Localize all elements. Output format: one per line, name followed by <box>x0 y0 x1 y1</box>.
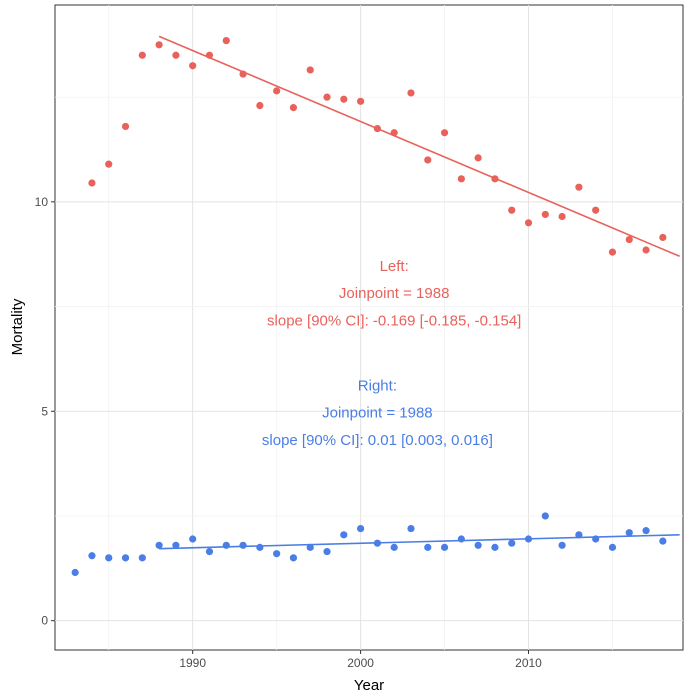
series-1-point <box>71 568 79 577</box>
series-1-point <box>407 524 415 533</box>
series-1-point <box>222 541 230 549</box>
series-0-point <box>239 70 247 78</box>
series-1-point <box>373 539 381 547</box>
series-1-point <box>592 535 600 543</box>
series-1-point <box>558 541 566 549</box>
x-axis-title: Year <box>354 677 384 694</box>
series-1-point <box>491 543 499 551</box>
series-1-point <box>642 527 650 535</box>
series-1-point <box>189 535 197 543</box>
series-0-annotation-line: slope [90% CI]: -0.169 [-0.185, -0.154] <box>267 312 521 329</box>
series-1-point <box>289 554 298 562</box>
series-1-point <box>440 543 449 551</box>
series-1-point <box>306 543 314 551</box>
series-0-point <box>121 122 130 131</box>
x-tick-label: 2010 <box>515 656 542 670</box>
series-1-point <box>524 535 533 543</box>
series-0-point <box>155 41 163 49</box>
series-0-point <box>524 219 533 227</box>
series-1-point <box>424 543 432 551</box>
series-0-point <box>541 210 549 219</box>
series-1-point <box>474 541 482 549</box>
series-1-point <box>357 524 365 533</box>
series-0-point <box>407 89 415 97</box>
series-0-point <box>390 129 398 137</box>
series-0-point <box>205 51 214 59</box>
series-1-point <box>323 547 331 556</box>
x-tick-label: 2000 <box>347 656 374 670</box>
data-points <box>71 37 667 577</box>
series-0-point <box>189 62 197 70</box>
series-0-annotation-line: Left: <box>380 258 409 275</box>
y-tick-label: 0 <box>41 614 48 628</box>
series-1-point <box>625 529 633 537</box>
y-tick-label: 5 <box>41 404 48 418</box>
series-0-point <box>172 51 180 59</box>
series-1-point <box>541 512 549 520</box>
series-1-point <box>172 541 180 549</box>
series-0-point <box>608 248 617 256</box>
series-0-point <box>424 156 432 164</box>
series-1-annotation-line: Joinpoint = 1988 <box>322 405 433 422</box>
series-0-point <box>642 246 650 254</box>
series-0-point <box>491 175 499 183</box>
series-0-point <box>105 160 113 168</box>
series-0-point <box>138 51 146 59</box>
series-1-point <box>340 531 348 539</box>
series-1-point <box>138 554 146 562</box>
series-0-point <box>256 101 264 110</box>
series-0-point <box>592 206 600 214</box>
series-1-point <box>457 535 465 543</box>
series-0-point <box>88 179 96 187</box>
series-1-point <box>659 537 667 545</box>
series-1-point <box>205 547 214 556</box>
series-1-point <box>105 554 113 562</box>
y-axis-title: Mortality <box>9 298 26 355</box>
series-0-point <box>222 37 230 45</box>
series-0-point <box>340 95 348 103</box>
annotations: Left: Joinpoint = 1988 slope [90% CI]: -0.… <box>262 258 521 449</box>
series-1-point <box>121 554 130 562</box>
series-0-point <box>289 104 298 112</box>
series-1-point <box>608 543 617 551</box>
series-0-point <box>457 175 465 183</box>
series-0-point <box>575 183 583 191</box>
series-1-annotation-line: slope [90% CI]: 0.01 [0.003, 0.016] <box>262 432 493 449</box>
series-0-point <box>306 66 314 74</box>
series-1-annotation-line: Right: <box>358 377 397 394</box>
series-0-point <box>357 97 365 105</box>
series-1-point <box>575 531 583 539</box>
series-0-point <box>659 233 667 242</box>
series-0-point <box>440 129 449 137</box>
series-1-point <box>239 541 247 549</box>
series-1-point <box>390 543 398 551</box>
axis-ticks: 1990 2000 2010 0 5 10 <box>35 195 543 670</box>
series-1-point <box>155 541 163 549</box>
series-0-point <box>373 124 381 133</box>
series-1-point <box>256 543 264 551</box>
series-0-annotation-line: Joinpoint = 1988 <box>339 285 450 302</box>
series-0-point <box>508 206 516 214</box>
series-1-point <box>273 550 281 558</box>
series-0-point <box>625 235 633 244</box>
series-1-point <box>508 539 516 547</box>
series-0-point <box>273 87 281 95</box>
series-0-point <box>323 93 331 101</box>
series-0-point <box>558 212 566 221</box>
series-1-point <box>88 552 96 560</box>
y-tick-label: 10 <box>35 195 49 209</box>
series-0-point <box>474 154 482 162</box>
x-tick-label: 1990 <box>179 656 206 670</box>
